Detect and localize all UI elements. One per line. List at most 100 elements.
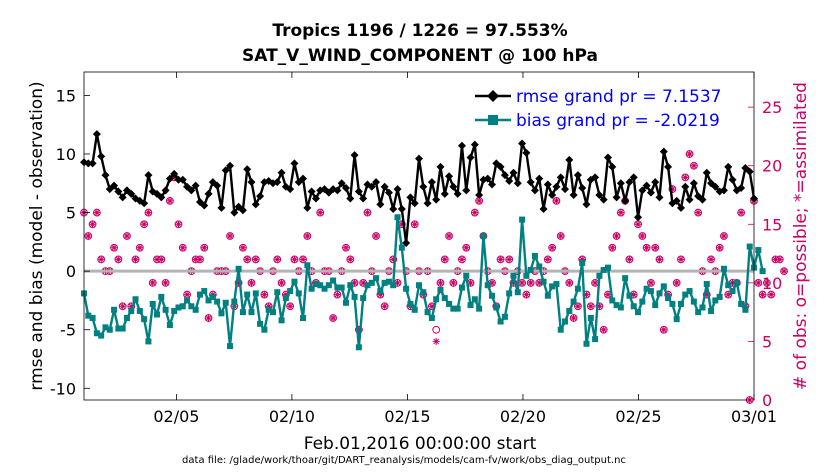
bias-point	[119, 325, 126, 332]
bias-point	[373, 275, 380, 282]
rmse-point	[415, 154, 423, 163]
rmse-point	[689, 179, 698, 188]
bias-point	[214, 298, 221, 305]
obs-assimilated-marker	[316, 208, 324, 217]
bias-point	[476, 305, 483, 312]
bias-point	[364, 282, 371, 289]
bias-point	[574, 285, 581, 292]
bias-point	[609, 297, 616, 304]
rmse-point	[543, 180, 552, 189]
bias-point	[261, 326, 268, 333]
obs-assimilated-marker	[144, 208, 153, 217]
rmse-point	[165, 174, 174, 183]
bias-point	[733, 279, 740, 286]
rmse-point	[573, 171, 582, 180]
obs-assimilated-marker	[273, 255, 281, 264]
bias-point	[188, 303, 195, 310]
rmse-point	[737, 183, 746, 192]
rmse-point	[445, 172, 454, 181]
rmse-point	[548, 191, 557, 199]
bias-point	[209, 293, 216, 300]
rmse-point	[470, 140, 479, 149]
bias-point	[703, 281, 710, 288]
bias-point	[98, 332, 105, 339]
bias-point	[570, 298, 577, 305]
obs-assimilated-marker	[342, 244, 350, 252]
rmse-point	[200, 201, 209, 210]
rmse-point	[509, 168, 518, 177]
obs-assimilated-marker	[243, 255, 251, 264]
obs-assimilated-marker	[127, 302, 135, 310]
obs-assimilated-marker	[449, 279, 457, 287]
obs-assimilated-marker	[458, 255, 466, 264]
obs-assimilated-marker	[260, 290, 268, 299]
bias-point	[677, 300, 684, 307]
obs-assimilated-marker	[681, 173, 689, 182]
bias-point	[300, 315, 307, 321]
x-tick-label: 02/05	[153, 407, 199, 426]
obs-assimilated-marker	[179, 244, 187, 252]
bias-point	[437, 286, 444, 293]
obs-assimilated-marker	[376, 290, 384, 299]
bias-point	[630, 303, 637, 310]
bias-point	[536, 263, 543, 270]
rmse-point	[303, 203, 312, 212]
legend-rmse-label: rmse grand pr = 7.1537	[516, 87, 721, 107]
rmse-point	[226, 161, 235, 170]
obs-assimilated-marker	[497, 255, 505, 264]
obs-assimilated-marker	[192, 255, 200, 264]
rmse-point	[655, 193, 664, 202]
plot-frame	[83, 71, 755, 401]
obs-assimilated-marker	[441, 255, 449, 264]
rmse-point	[273, 178, 282, 187]
data-file-footnote: data file: /glade/work/thoar/git/DART_re…	[182, 455, 626, 466]
rmse-point	[539, 205, 548, 214]
bias-point	[227, 343, 234, 350]
bias-point	[433, 296, 440, 303]
y-right-tick-label: 5	[762, 332, 772, 351]
bias-point	[647, 288, 654, 295]
rmse-point	[483, 174, 492, 183]
rmse-point	[599, 195, 608, 204]
obs-assimilated-marker	[445, 232, 453, 240]
bias-point	[248, 309, 255, 316]
obs-assimilated-marker	[625, 255, 634, 264]
y-left-tick-label: 10	[56, 145, 76, 164]
obs-assimilated-marker	[393, 279, 402, 287]
bias-point	[201, 288, 208, 295]
bias-point	[519, 216, 526, 223]
obs-assimilated-marker	[720, 232, 728, 240]
bias-point	[244, 291, 251, 298]
obs-assimilated-marker	[595, 302, 603, 310]
obs-assimilated-marker	[329, 314, 337, 322]
obs-assimilated-marker	[183, 290, 191, 299]
obs-assimilated-marker	[767, 290, 775, 299]
obs-assimilated-marker	[664, 290, 672, 299]
rmse-point	[578, 183, 587, 192]
obs-assimilated-marker	[157, 255, 165, 264]
rmse-point	[367, 182, 376, 191]
rmse-point	[372, 178, 381, 187]
bias-point	[196, 291, 203, 298]
rmse-point	[595, 191, 604, 199]
obs-assimilated-marker	[204, 314, 213, 322]
obs-assimilated-marker	[604, 290, 612, 299]
bias-point	[218, 310, 225, 317]
x-tick-label: 02/15	[384, 407, 430, 426]
obs-assimilated-marker	[333, 290, 341, 299]
rmse-point	[277, 168, 286, 177]
x-tick-label: 02/20	[500, 407, 546, 426]
bias-point	[699, 304, 706, 311]
obs-assimilated-marker	[694, 208, 702, 217]
bias-point	[755, 247, 762, 254]
rmse-point	[419, 182, 428, 191]
rmse-point	[505, 176, 514, 185]
bias-point	[231, 298, 238, 305]
rmse-point	[157, 193, 166, 202]
obs-assimilated-marker	[174, 220, 183, 228]
rmse-point	[552, 182, 561, 191]
bias-point	[317, 282, 324, 289]
rmse-point	[522, 148, 531, 157]
bias-point	[497, 318, 504, 325]
